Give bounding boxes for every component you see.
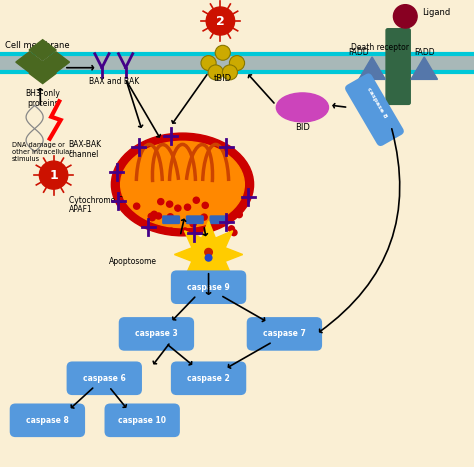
Circle shape xyxy=(205,248,212,256)
Polygon shape xyxy=(42,52,70,72)
Circle shape xyxy=(151,211,157,217)
FancyBboxPatch shape xyxy=(171,361,246,395)
Circle shape xyxy=(231,230,237,236)
Circle shape xyxy=(215,45,230,60)
Text: 1: 1 xyxy=(49,169,58,182)
Circle shape xyxy=(182,228,188,234)
FancyBboxPatch shape xyxy=(385,28,411,105)
Text: 2: 2 xyxy=(216,14,225,28)
Circle shape xyxy=(134,203,140,209)
Circle shape xyxy=(208,65,223,80)
Text: caspase 3: caspase 3 xyxy=(135,329,178,339)
Circle shape xyxy=(236,212,242,218)
Text: BH3-only
proteins: BH3-only proteins xyxy=(25,89,60,108)
Text: caspase 10: caspase 10 xyxy=(118,416,166,425)
Circle shape xyxy=(158,198,164,205)
FancyBboxPatch shape xyxy=(104,403,180,437)
Circle shape xyxy=(39,161,68,189)
Text: tBID: tBID xyxy=(214,74,232,83)
Circle shape xyxy=(155,213,162,219)
Polygon shape xyxy=(29,40,56,60)
Circle shape xyxy=(202,202,209,208)
Circle shape xyxy=(205,255,212,261)
Text: caspase 8: caspase 8 xyxy=(26,416,69,425)
Circle shape xyxy=(206,7,235,35)
Text: caspase 7: caspase 7 xyxy=(263,329,306,339)
Circle shape xyxy=(222,65,237,80)
FancyBboxPatch shape xyxy=(345,73,404,146)
Polygon shape xyxy=(411,57,438,79)
Circle shape xyxy=(184,204,191,210)
Text: caspase 6: caspase 6 xyxy=(83,374,126,383)
Text: BAX-BAK
channel: BAX-BAK channel xyxy=(69,140,102,159)
Text: APAF1: APAF1 xyxy=(69,205,92,214)
Ellipse shape xyxy=(276,93,328,122)
FancyBboxPatch shape xyxy=(162,215,180,224)
Text: Apoptosome: Apoptosome xyxy=(109,257,157,266)
Text: BAX and BAK: BAX and BAK xyxy=(89,77,139,86)
FancyBboxPatch shape xyxy=(186,215,204,224)
FancyBboxPatch shape xyxy=(66,361,142,395)
Circle shape xyxy=(193,197,200,203)
Text: Death receptor: Death receptor xyxy=(351,43,409,52)
Circle shape xyxy=(167,214,173,220)
Text: caspase 2: caspase 2 xyxy=(187,374,230,383)
Ellipse shape xyxy=(111,133,254,236)
Text: caspase 8: caspase 8 xyxy=(366,86,388,119)
Text: Cell membrane: Cell membrane xyxy=(5,41,69,50)
Circle shape xyxy=(149,215,155,221)
Circle shape xyxy=(190,221,196,227)
Text: Ligand: Ligand xyxy=(422,8,450,17)
Circle shape xyxy=(201,214,207,220)
Text: DNA damage or
other intracellular
stimulus: DNA damage or other intracellular stimul… xyxy=(12,142,72,163)
Text: FADD: FADD xyxy=(414,48,435,57)
Circle shape xyxy=(148,213,155,219)
Circle shape xyxy=(168,228,174,234)
Text: FADD: FADD xyxy=(348,48,369,57)
Polygon shape xyxy=(29,63,56,84)
Bar xyxy=(0,54,474,72)
Text: caspase 9: caspase 9 xyxy=(187,283,230,292)
Circle shape xyxy=(166,201,173,207)
Ellipse shape xyxy=(120,142,245,227)
Text: Cytochrome C: Cytochrome C xyxy=(69,196,123,205)
Circle shape xyxy=(175,205,181,211)
Circle shape xyxy=(393,5,417,28)
Polygon shape xyxy=(174,221,243,288)
FancyBboxPatch shape xyxy=(171,270,246,304)
FancyBboxPatch shape xyxy=(10,403,85,437)
Polygon shape xyxy=(16,52,43,72)
Circle shape xyxy=(228,226,235,232)
FancyBboxPatch shape xyxy=(210,215,228,224)
Text: BID: BID xyxy=(295,123,310,132)
Circle shape xyxy=(229,56,245,71)
Polygon shape xyxy=(359,57,385,79)
FancyBboxPatch shape xyxy=(118,317,194,351)
Circle shape xyxy=(201,56,216,71)
FancyBboxPatch shape xyxy=(246,317,322,351)
Circle shape xyxy=(212,219,219,226)
